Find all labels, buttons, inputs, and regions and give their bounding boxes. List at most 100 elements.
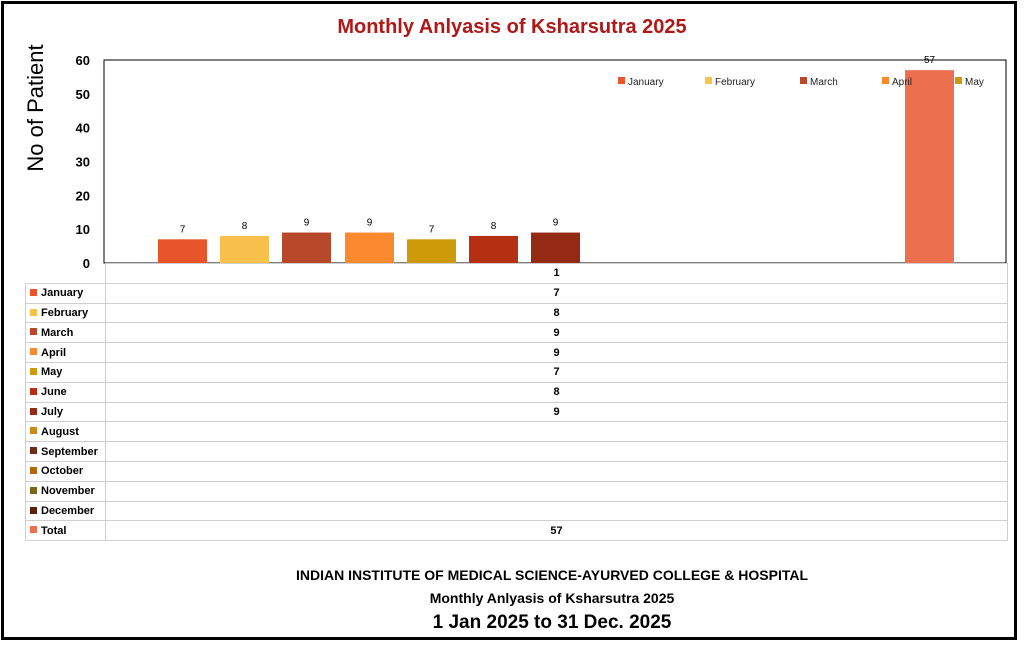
table-category-label: 1 (105, 263, 1008, 284)
legend-swatch-may (955, 77, 962, 84)
y-tick-label: 40 (76, 121, 90, 136)
table-swatch (30, 427, 37, 435)
legend-swatch-january (618, 77, 625, 84)
data-label-april: 9 (367, 218, 373, 229)
table-series-label: April (41, 346, 67, 359)
bar-total (905, 70, 954, 264)
data-label-total: 57 (924, 55, 936, 66)
table-series-label: June (41, 386, 67, 399)
chart-title: Monthly Anlyasis of Ksharsutra 2025 (337, 16, 687, 38)
table-series-name: June (25, 381, 106, 403)
table-series-value (105, 441, 1008, 462)
table-series-name: January (25, 282, 106, 304)
table-header-row: 1 (25, 263, 1008, 284)
table-swatch (30, 288, 37, 296)
data-table: 1 January 7 February 8 March 9 April 9 May 7 June 8 J… (25, 263, 1008, 542)
table-series-name: July (25, 401, 106, 423)
bar-january (158, 239, 207, 263)
table-swatch (30, 348, 37, 356)
data-label-june: 8 (491, 221, 497, 232)
table-series-value: 8 (105, 381, 1008, 403)
table-series-label: February (41, 306, 89, 319)
bar-february (220, 235, 269, 263)
table-series-name: November (25, 480, 106, 502)
table-series-value: 8 (105, 302, 1008, 324)
table-row: August (25, 421, 1008, 443)
table-row: December (25, 500, 1008, 522)
table-series-value (105, 460, 1008, 482)
y-tick-label: 20 (76, 188, 90, 203)
legend-swatch-april (882, 77, 889, 84)
table-row: Total 57 (25, 520, 1008, 542)
bar-june (469, 235, 518, 263)
table-series-value: 9 (105, 401, 1008, 423)
table-swatch (30, 387, 37, 395)
table-series-label: January (41, 287, 84, 300)
table-series-value: 9 (105, 322, 1008, 344)
footer-subtitle: Monthly Anlyasis of Ksharsutra 2025 (429, 590, 675, 606)
table-row: March 9 (25, 322, 1008, 344)
legend-label-april: April (892, 77, 912, 88)
table-series-label: August (41, 425, 79, 438)
table-swatch (30, 407, 37, 415)
table-series-name: October (25, 460, 106, 482)
data-label-july: 9 (553, 218, 559, 229)
table-swatch (30, 367, 37, 375)
bar-march (282, 232, 331, 263)
data-label-march: 9 (304, 218, 310, 229)
table-series-name: April (25, 342, 106, 363)
data-label-february: 8 (242, 221, 248, 232)
table-series-name: December (25, 500, 106, 522)
table-series-name: Total (25, 520, 106, 542)
bar-april (345, 232, 394, 263)
table-series-value (105, 480, 1008, 502)
table-swatch (30, 447, 37, 455)
table-row: April 9 (25, 342, 1008, 363)
table-series-label: October (41, 465, 84, 478)
table-series-value: 57 (105, 520, 1008, 542)
bar-july (531, 232, 580, 263)
table-series-value: 7 (105, 282, 1008, 304)
footer-institute: INDIAN INSTITUTE OF MEDICAL SCIENCE-AYUR… (295, 567, 809, 583)
legend-swatch-february (705, 77, 712, 84)
data-label-may: 7 (429, 224, 435, 235)
y-tick-label: 50 (76, 87, 90, 102)
table-series-value: 9 (105, 342, 1008, 363)
table-series-name: May (25, 361, 106, 383)
legend-label-january: January (628, 77, 664, 88)
table-swatch (30, 526, 37, 534)
table-series-label: November (41, 485, 95, 498)
legend-swatch-march (800, 77, 807, 84)
table-series-name: February (25, 302, 106, 324)
table-row: November (25, 480, 1008, 502)
table-series-name: August (25, 421, 106, 443)
data-label-january: 7 (180, 224, 186, 235)
table-swatch (30, 328, 37, 336)
table-row: October (25, 460, 1008, 482)
table-series-label: March (41, 326, 74, 339)
y-tick-label: 10 (76, 222, 90, 237)
table-header-blank (25, 263, 106, 284)
table-row: July 9 (25, 401, 1008, 423)
legend-label-february: February (715, 77, 755, 88)
footer-period: 1 Jan 2025 to 31 Dec. 2025 (432, 612, 672, 633)
table-row: September (25, 441, 1008, 462)
y-tick-label: 60 (76, 53, 90, 68)
table-series-value: 7 (105, 361, 1008, 383)
table-row: May 7 (25, 361, 1008, 383)
table-swatch (30, 486, 37, 494)
table-row: February 8 (25, 302, 1008, 324)
table-row: January 7 (25, 282, 1008, 304)
legend-label-may: May (965, 77, 984, 88)
table-swatch (30, 308, 37, 316)
table-swatch (30, 466, 37, 474)
y-tick-label: 30 (76, 155, 90, 170)
bar-may (407, 239, 456, 263)
table-swatch (30, 506, 37, 514)
table-row: June 8 (25, 381, 1008, 403)
table-series-label: Total (41, 524, 67, 537)
table-series-label: July (41, 405, 64, 418)
table-series-label: December (41, 504, 95, 517)
